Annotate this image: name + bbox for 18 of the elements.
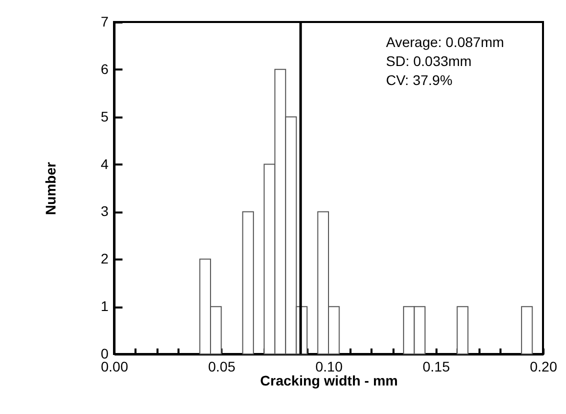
annotation: SD: 0.033mm — [386, 53, 472, 69]
x-axis-title: Cracking width - mm — [260, 372, 398, 388]
x-tick-label: 0.05 — [208, 358, 236, 374]
y-tick-label: 5 — [100, 108, 109, 124]
y-tick-label: 1 — [100, 298, 109, 314]
y-tick-label: 3 — [100, 203, 109, 220]
x-tick-label: 0.15 — [422, 358, 450, 374]
y-tick-label: 0 — [100, 346, 109, 362]
annotation: CV: 37.9% — [386, 72, 452, 88]
annotation: Average: 0.087mm — [386, 34, 504, 50]
x-tick-label: 0.00 — [100, 358, 128, 374]
x-tick-label: 0.10 — [315, 358, 343, 374]
y-tick-label: 4 — [100, 156, 109, 172]
x-tick-label: 0.20 — [530, 358, 558, 374]
y-tick-label: 7 — [100, 14, 109, 30]
y-axis-title: Number — [42, 162, 59, 215]
y-tick-label: 2 — [100, 250, 109, 267]
y-tick-label: 6 — [100, 60, 109, 77]
